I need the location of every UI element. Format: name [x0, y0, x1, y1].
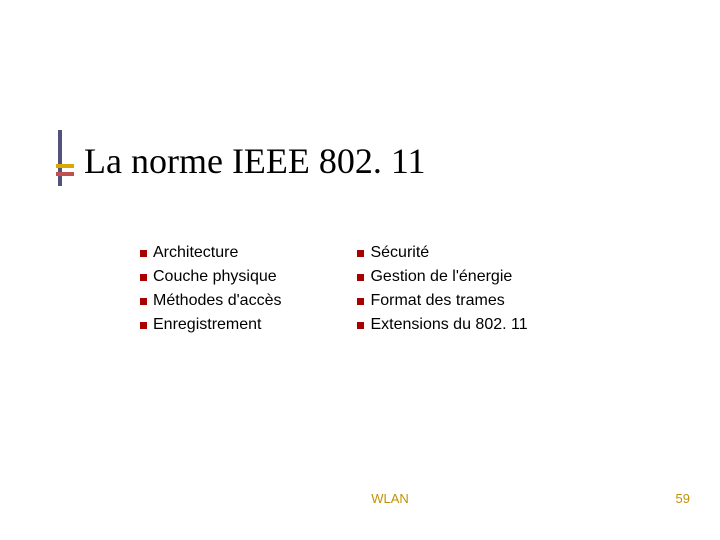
right-column: Sécurité Gestion de l'énergie Format des…	[357, 244, 527, 334]
bullet-icon	[140, 274, 147, 281]
list-item-label: Format des trames	[370, 292, 504, 310]
list-item: Architecture	[140, 244, 281, 262]
list-item: Méthodes d'accès	[140, 292, 281, 310]
list-item: Extensions du 802. 11	[357, 316, 527, 334]
list-item: Couche physique	[140, 268, 281, 286]
bullet-icon	[140, 298, 147, 305]
bullet-icon	[140, 322, 147, 329]
list-item-label: Gestion de l'énergie	[370, 268, 512, 286]
title-block: La norme IEEE 802. 11	[84, 140, 426, 182]
footer-label: WLAN	[0, 491, 720, 506]
list-item-label: Architecture	[153, 244, 238, 262]
list-item: Enregistrement	[140, 316, 281, 334]
bullet-icon	[357, 274, 364, 281]
list-item: Format des trames	[357, 292, 527, 310]
list-item-label: Méthodes d'accès	[153, 292, 281, 310]
slide-number: 59	[676, 491, 690, 506]
list-item-label: Sécurité	[370, 244, 429, 262]
list-item-label: Enregistrement	[153, 316, 262, 334]
slide-title: La norme IEEE 802. 11	[84, 140, 426, 182]
list-item: Gestion de l'énergie	[357, 268, 527, 286]
bullet-icon	[357, 250, 364, 257]
bullet-icon	[357, 298, 364, 305]
content-columns: Architecture Couche physique Méthodes d'…	[140, 244, 528, 334]
list-item-label: Extensions du 802. 11	[370, 316, 527, 334]
bullet-icon	[140, 250, 147, 257]
bullet-icon	[357, 322, 364, 329]
list-item-label: Couche physique	[153, 268, 277, 286]
left-column: Architecture Couche physique Méthodes d'…	[140, 244, 281, 334]
title-accent-marker	[56, 130, 74, 186]
list-item: Sécurité	[357, 244, 527, 262]
